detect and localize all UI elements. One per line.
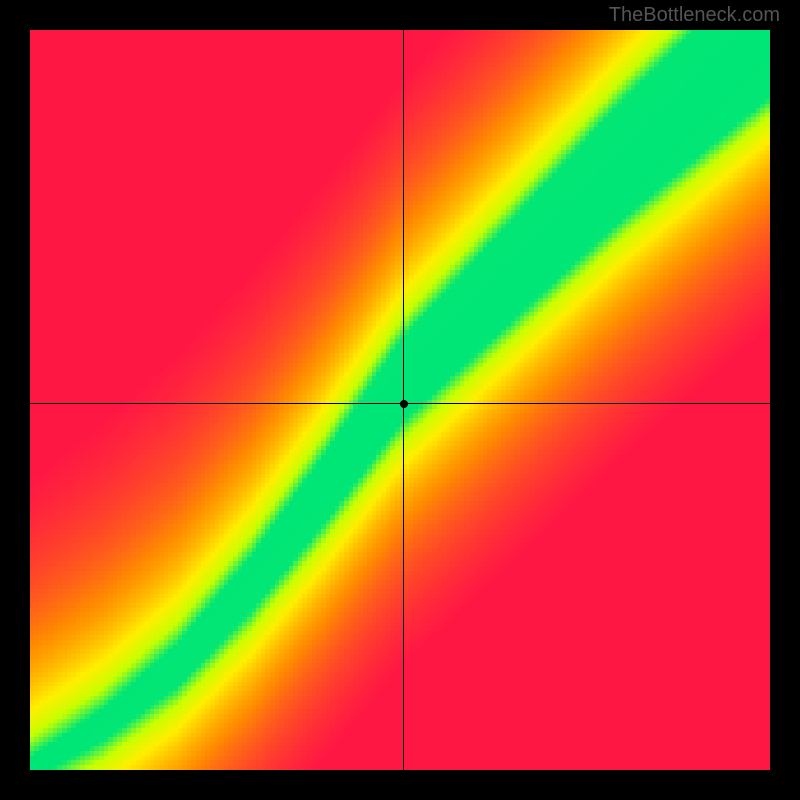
watermark-text: TheBottleneck.com xyxy=(609,4,780,27)
crosshair-marker xyxy=(400,400,408,408)
plot-area xyxy=(30,30,770,770)
chart-container: TheBottleneck.com xyxy=(0,0,800,800)
